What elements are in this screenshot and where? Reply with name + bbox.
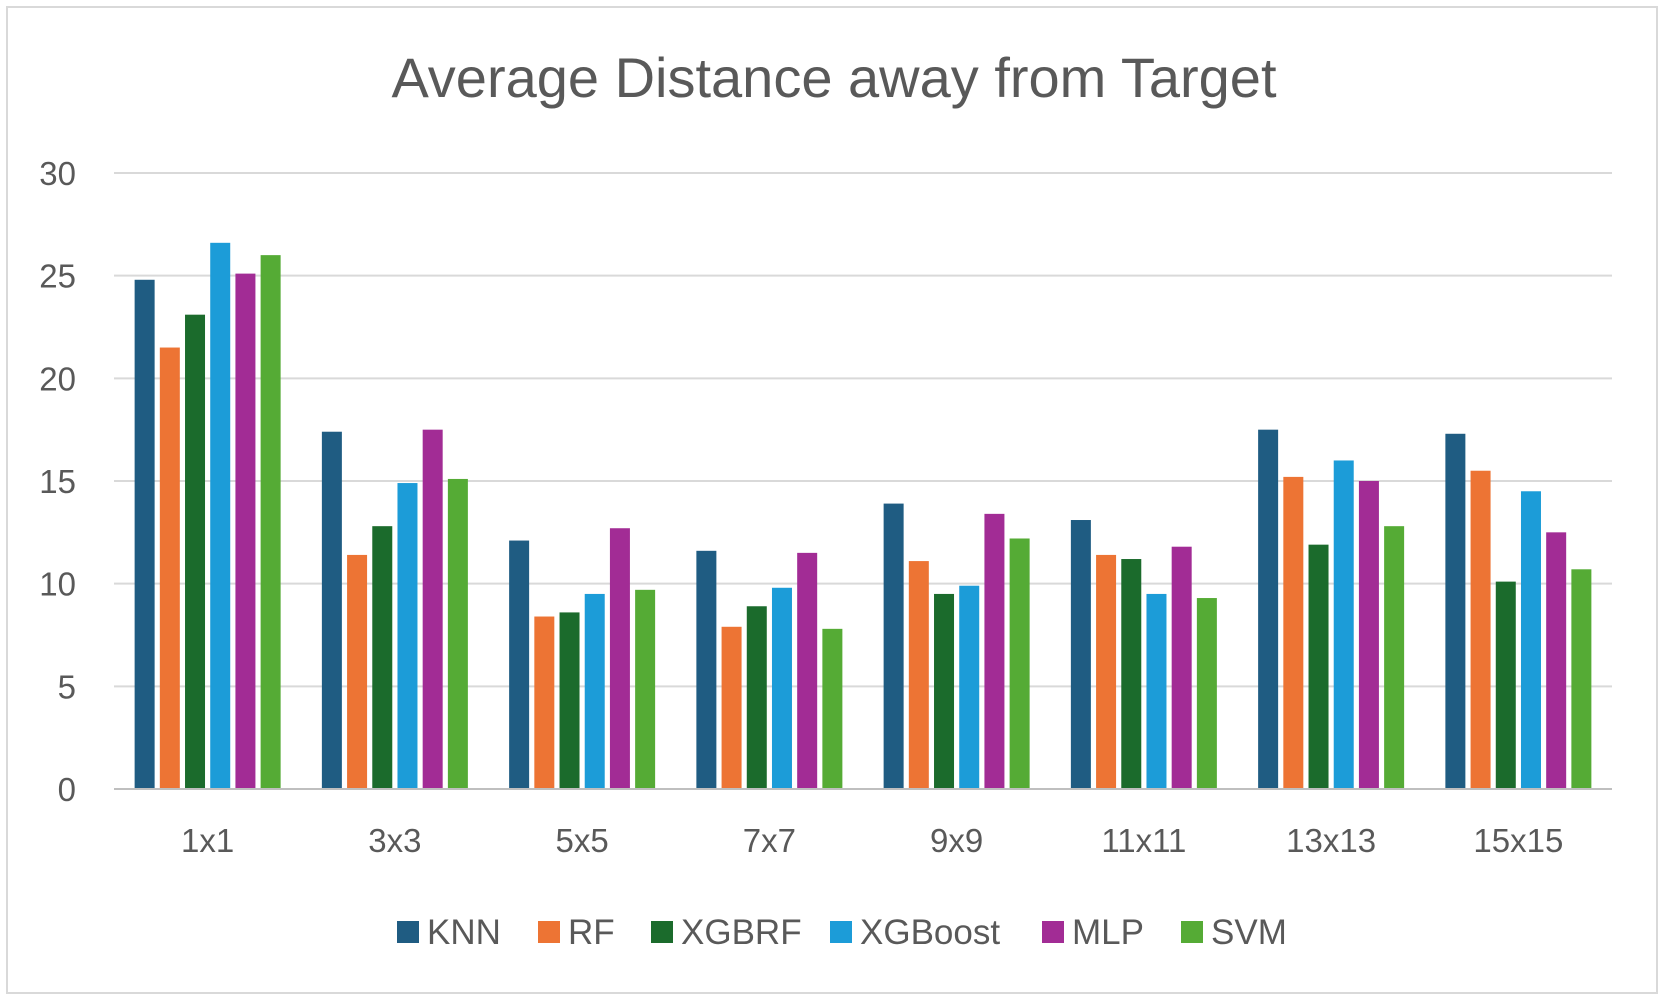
chart-title: Average Distance away from Target [391, 46, 1276, 109]
y-tick-label: 10 [39, 566, 76, 603]
bar-xgboost-13x13 [1333, 460, 1354, 789]
bar-mlp-9x9 [984, 513, 1005, 789]
y-axis-ticks: 0 5 10 15 20 25 30 [39, 155, 76, 808]
y-tick-label: 5 [58, 668, 76, 705]
bars [114, 242, 1612, 790]
bar-mlp-1x1 [235, 273, 256, 789]
legend-swatch [538, 921, 560, 943]
bar-mlp-11x11 [1171, 546, 1192, 789]
bar-knn-13x13 [1258, 429, 1279, 789]
chart-frame [6, 6, 1658, 994]
bar-knn-15x15 [1445, 433, 1466, 789]
legend-label: KNN [427, 913, 501, 952]
x-tick-label: 1x1 [181, 822, 234, 859]
y-tick-label: 15 [39, 463, 76, 500]
x-tick-label: 15x15 [1473, 822, 1563, 859]
x-tick-label: 11x11 [1101, 822, 1186, 859]
legend-item-knn: KNN [397, 913, 501, 952]
bar-xgbrf-7x7 [746, 606, 767, 789]
legend-item-mlp: MLP [1042, 913, 1144, 952]
bar-xgboost-1x1 [210, 242, 231, 789]
bar-svm-7x7 [822, 628, 843, 789]
bar-xgboost-7x7 [771, 587, 792, 789]
legend-label: SVM [1211, 913, 1287, 952]
bar-knn-5x5 [509, 540, 530, 789]
bar-svm-13x13 [1384, 526, 1405, 789]
legend-item-svm: SVM [1181, 913, 1287, 952]
legend-swatch [651, 921, 673, 943]
bar-svm-11x11 [1196, 598, 1217, 789]
bar-xgbrf-1x1 [185, 314, 206, 789]
x-tick-label: 7x7 [743, 822, 796, 859]
bar-knn-11x11 [1070, 520, 1091, 789]
bar-xgbrf-3x3 [372, 526, 393, 789]
bar-rf-5x5 [534, 616, 555, 789]
bar-rf-7x7 [721, 626, 742, 789]
y-tick-label: 20 [39, 360, 76, 397]
bar-xgbrf-11x11 [1121, 559, 1142, 789]
legend: KNN RF XGBRF XGBoost MLP SVM [397, 913, 1287, 952]
bar-svm-1x1 [260, 255, 281, 790]
bar-xgboost-15x15 [1520, 491, 1541, 789]
x-tick-label: 3x3 [368, 822, 421, 859]
bar-xgbrf-13x13 [1308, 544, 1329, 789]
bar-xgboost-5x5 [584, 593, 605, 789]
bar-knn-9x9 [883, 503, 904, 789]
bar-xgboost-3x3 [397, 483, 418, 789]
y-tick-label: 30 [39, 155, 76, 192]
bar-xgbrf-15x15 [1495, 581, 1516, 789]
bar-rf-11x11 [1096, 554, 1117, 789]
legend-item-xgboost: XGBoost [830, 913, 1000, 952]
legend-label: XGBoost [860, 913, 1000, 952]
y-tick-label: 25 [39, 258, 76, 295]
legend-item-rf: RF [538, 913, 615, 952]
y-tick-label: 0 [58, 771, 76, 808]
legend-swatch [397, 921, 419, 943]
bar-svm-15x15 [1571, 569, 1592, 789]
x-tick-label: 9x9 [930, 822, 983, 859]
bar-rf-13x13 [1283, 476, 1304, 789]
bar-rf-15x15 [1470, 470, 1491, 789]
x-axis-ticks: 1x1 3x3 5x5 7x7 9x9 11x11 13x13 15x15 [181, 822, 1563, 859]
bar-xgboost-9x9 [959, 585, 980, 789]
legend-swatch [830, 921, 852, 943]
legend-label: RF [568, 913, 615, 952]
bar-mlp-3x3 [422, 429, 443, 789]
bar-knn-1x1 [134, 279, 155, 789]
bar-xgbrf-5x5 [559, 612, 580, 789]
bar-mlp-15x15 [1546, 532, 1567, 789]
bar-mlp-7x7 [797, 552, 818, 789]
bar-svm-9x9 [1009, 538, 1030, 789]
bar-xgboost-11x11 [1146, 593, 1167, 789]
bar-rf-3x3 [347, 554, 368, 789]
bar-knn-7x7 [696, 550, 717, 789]
bar-rf-1x1 [159, 347, 180, 789]
x-tick-label: 5x5 [556, 822, 609, 859]
bar-mlp-13x13 [1358, 481, 1379, 789]
legend-swatch [1042, 921, 1064, 943]
bar-svm-3x3 [447, 478, 468, 789]
legend-item-xgbrf: XGBRF [651, 913, 802, 952]
bar-svm-5x5 [635, 589, 656, 789]
bar-rf-9x9 [908, 561, 929, 789]
legend-swatch [1181, 921, 1203, 943]
bar-mlp-5x5 [609, 528, 630, 789]
legend-label: XGBRF [681, 913, 802, 952]
legend-label: MLP [1072, 913, 1144, 952]
bar-knn-3x3 [321, 431, 342, 789]
bar-xgbrf-9x9 [934, 593, 955, 789]
x-tick-label: 13x13 [1286, 822, 1376, 859]
